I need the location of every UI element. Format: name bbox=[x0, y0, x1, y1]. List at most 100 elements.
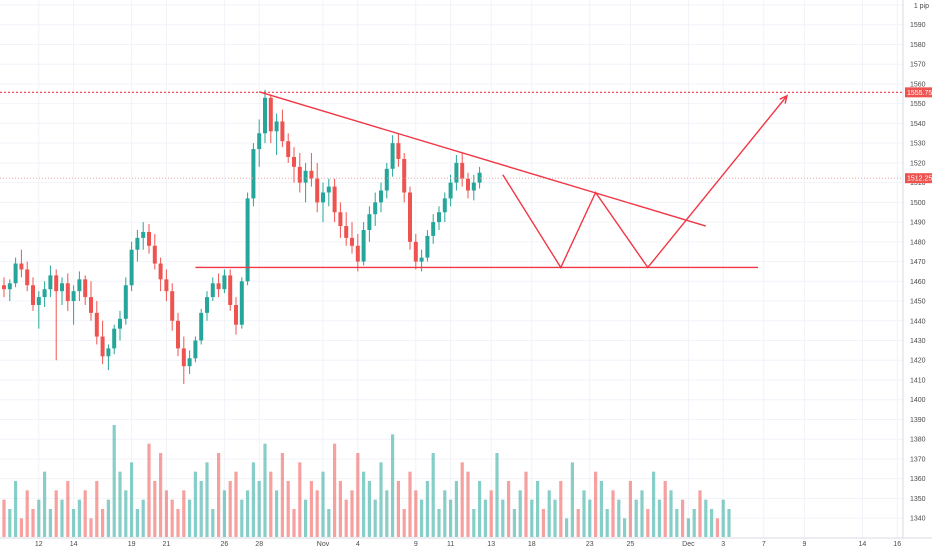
candle-body bbox=[210, 283, 215, 298]
trend-drawings[interactable] bbox=[0, 91, 903, 269]
candle-body bbox=[222, 275, 227, 290]
candle-body bbox=[152, 245, 157, 264]
candle-body bbox=[77, 279, 82, 292]
volume-bar bbox=[628, 481, 632, 537]
candle-body bbox=[36, 297, 41, 305]
candle-body bbox=[326, 186, 331, 193]
volume-bar bbox=[454, 481, 458, 537]
volume-bar bbox=[570, 462, 574, 537]
volume-bar bbox=[704, 499, 708, 537]
volume-bar bbox=[327, 509, 331, 537]
volume-bar bbox=[715, 518, 719, 537]
candle-body bbox=[425, 235, 430, 258]
time-tick-label: 19 bbox=[128, 541, 136, 548]
volume-bar bbox=[83, 490, 87, 537]
volume-bar bbox=[159, 453, 163, 537]
candle-body bbox=[373, 202, 378, 215]
volume-bar bbox=[594, 471, 598, 537]
volume-bar bbox=[495, 453, 499, 537]
volume-bar bbox=[646, 509, 650, 537]
candle-body bbox=[13, 263, 18, 284]
candle-body bbox=[477, 172, 482, 183]
volume-bar bbox=[681, 499, 685, 537]
volume-bar bbox=[66, 481, 70, 537]
time-axis[interactable] bbox=[0, 538, 932, 550]
volume-bar bbox=[652, 471, 656, 537]
candle-body bbox=[216, 283, 221, 290]
volume-bar bbox=[472, 509, 476, 537]
price-tag-label: 1555.75 bbox=[907, 90, 932, 97]
volume-bar bbox=[54, 490, 58, 537]
candle-body bbox=[355, 245, 360, 262]
volume-bar bbox=[25, 490, 29, 537]
volume-bar bbox=[304, 499, 308, 537]
volume-bar bbox=[605, 509, 609, 537]
candle-body bbox=[367, 214, 372, 230]
volume-bar bbox=[60, 499, 64, 537]
candle-body bbox=[123, 285, 128, 319]
volume-bar bbox=[240, 499, 244, 537]
candle-body bbox=[2, 285, 6, 290]
time-tick-label: 12 bbox=[35, 541, 43, 548]
candle-body bbox=[25, 269, 30, 286]
volume-bar bbox=[338, 481, 342, 537]
candle-body bbox=[199, 312, 204, 341]
candle-body bbox=[19, 263, 24, 270]
volume-bar bbox=[118, 471, 122, 537]
price-tag-bg bbox=[905, 173, 932, 184]
time-tick-label: 26 bbox=[221, 541, 229, 548]
time-tick-label: 9 bbox=[802, 541, 806, 548]
volume-bar bbox=[698, 490, 702, 537]
candle-body bbox=[205, 297, 209, 313]
candle-body bbox=[112, 328, 117, 349]
price-tick-label: 1350 bbox=[910, 496, 926, 503]
volume-bar bbox=[599, 481, 603, 537]
price-tick-label: 1370 bbox=[910, 456, 926, 463]
volume-bar bbox=[344, 499, 348, 537]
volume-bar bbox=[298, 462, 302, 537]
candle-body bbox=[239, 281, 244, 325]
candle-body bbox=[268, 97, 273, 132]
time-tick-label: 14 bbox=[70, 541, 78, 548]
volume-bar bbox=[692, 509, 696, 537]
price-tick-label: 1360 bbox=[910, 476, 926, 483]
volume-bar bbox=[443, 490, 447, 537]
projection-arrowhead bbox=[779, 94, 789, 104]
candle-body bbox=[251, 149, 256, 199]
volume-bar bbox=[234, 471, 238, 537]
volume-bar bbox=[130, 462, 134, 537]
candle-body bbox=[437, 212, 441, 223]
volume-bar bbox=[350, 490, 354, 537]
volume-bar bbox=[315, 490, 319, 537]
price-tag-bg bbox=[905, 87, 932, 98]
volume-bar bbox=[43, 471, 47, 537]
candle-body bbox=[118, 318, 122, 329]
candle-body bbox=[83, 279, 88, 298]
volume-bar bbox=[541, 509, 545, 537]
volume-bar bbox=[2, 499, 6, 537]
volume-bar bbox=[89, 518, 93, 537]
candle-body bbox=[234, 304, 238, 325]
candle-body bbox=[466, 178, 470, 191]
volume-bar bbox=[112, 425, 116, 537]
volume-bar bbox=[246, 490, 250, 537]
volume-bar bbox=[449, 499, 453, 537]
candle-body bbox=[309, 170, 314, 179]
time-tick-label: 7 bbox=[762, 541, 766, 548]
candle-body bbox=[147, 231, 151, 246]
candle-body bbox=[257, 133, 262, 150]
descending-trendline bbox=[258, 91, 707, 227]
candle-body bbox=[454, 162, 459, 183]
volume-bar bbox=[617, 499, 621, 537]
volume-bar bbox=[402, 509, 406, 537]
volume-bar bbox=[362, 471, 366, 537]
volume-bar bbox=[251, 462, 255, 537]
volume-bar bbox=[211, 509, 215, 537]
volume-bar bbox=[675, 509, 679, 537]
time-tick-label: 25 bbox=[627, 541, 635, 548]
price-tick-label: 1440 bbox=[910, 318, 926, 325]
volume-bar bbox=[48, 509, 52, 537]
volume-bar bbox=[205, 462, 209, 537]
volume-bar bbox=[199, 481, 203, 537]
